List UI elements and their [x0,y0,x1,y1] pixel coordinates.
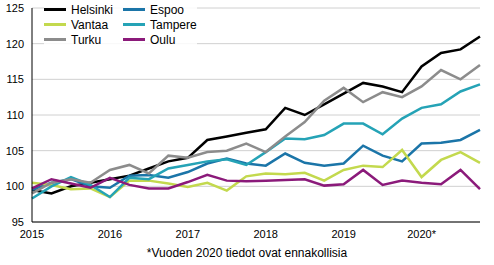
html-text:Espoo: Espoo [150,2,184,17]
svg-text:2016: 2016 [98,228,122,240]
svg-text:110: 110 [8,109,24,121]
svg-text:95: 95 [12,216,24,228]
svg-text:115: 115 [8,73,24,85]
html-text:Tampere: Tampere [150,17,197,32]
html-text:Helsinki: Helsinki [71,2,113,17]
html-text:*Vuoden 2020 tiedot ovat ennak: *Vuoden 2020 tiedot ovat ennakollisia [146,246,348,260]
svg-text:2019: 2019 [331,228,355,240]
html-text:Oulu: Oulu [150,32,176,47]
svg-text:120: 120 [8,38,24,50]
svg-text:105: 105 [8,145,24,157]
svg-text:100: 100 [8,180,24,192]
html-text:Vantaa: Vantaa [71,17,109,32]
svg-text:2017: 2017 [176,228,200,240]
svg-text:125: 125 [8,2,24,14]
html-text:Turku: Turku [71,32,102,47]
svg-text:2018: 2018 [253,228,277,240]
svg-text:2020*: 2020* [407,228,436,240]
svg-text:2015: 2015 [20,228,44,240]
